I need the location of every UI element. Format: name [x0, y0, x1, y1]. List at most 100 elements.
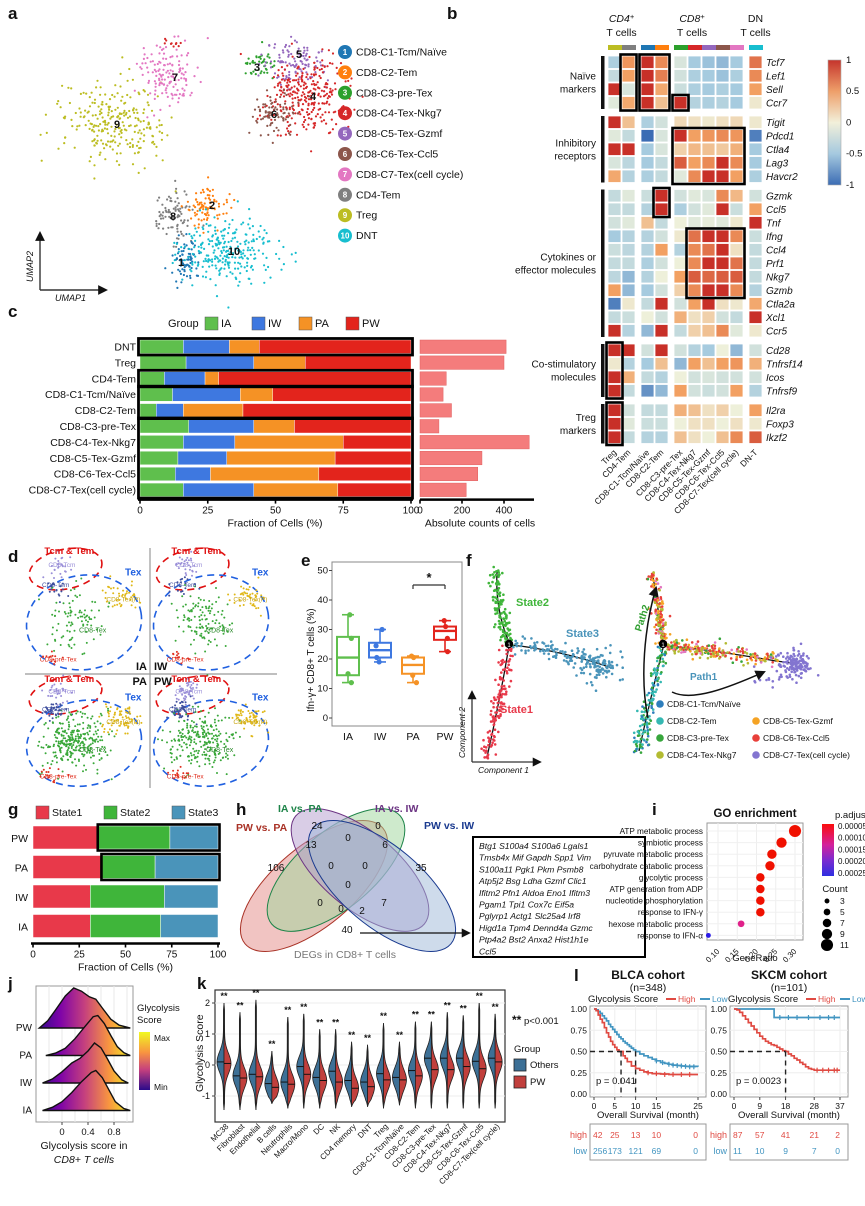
- column-color-strip: [622, 45, 636, 50]
- row-label: CD8-C2-Tem: [75, 405, 137, 417]
- fraction-bar-segment: [156, 403, 184, 418]
- column-group-title-line2: T cells: [677, 27, 707, 39]
- km-title: SKCM cohort: [751, 968, 827, 982]
- go-term-label: ATP metabolic process: [620, 827, 703, 836]
- gene-list-line: Btg1 S100a4 S100a6 Lgals1: [479, 841, 589, 851]
- tcm-tem-ellipse: [28, 675, 103, 715]
- fraction-bar-segment: [253, 355, 306, 370]
- risk-low-value: 173: [608, 1146, 622, 1156]
- column-color-strip: [688, 45, 702, 50]
- go-term-label: nucleotide phosphorylation: [606, 897, 704, 906]
- y-tick: 0: [323, 713, 328, 724]
- km-plot-blca: BLCA cohort(n=348)Glycolysis Score High Lo…: [570, 968, 728, 1161]
- count-axis-label: Absolute counts of cells: [425, 518, 535, 530]
- state-bar-segment: [32, 825, 98, 850]
- km-x-tick: 0: [592, 1101, 597, 1111]
- branch-node-label: 1: [507, 643, 511, 649]
- km-pvalue: p = 0.041: [596, 1076, 636, 1087]
- row-label: CD4-Tem: [92, 373, 137, 385]
- cluster-number-label: 9: [114, 119, 120, 131]
- cd8-tem-label: CD8-Tem: [169, 582, 196, 589]
- column-group-title: DN: [748, 13, 763, 25]
- padjust-tick: 0.00015: [838, 845, 865, 854]
- fraction-bar-segment: [139, 339, 184, 354]
- violin-half: [478, 1002, 487, 1109]
- significance-stars: **: [236, 1000, 244, 1010]
- tex-ellipse: [25, 574, 143, 671]
- gene-label: Gzmk: [766, 192, 793, 203]
- risk-high-label: high: [710, 1130, 727, 1140]
- legend-swatch-7: [338, 167, 352, 182]
- y-tick: 2: [205, 998, 210, 1008]
- violin-half: [280, 1016, 289, 1109]
- km-high-label: High: [818, 994, 836, 1004]
- count-legend-dot: [824, 898, 830, 904]
- tex-ellipse: [152, 574, 270, 671]
- tcm-tem-ellipse: [155, 675, 230, 715]
- x-tick: 100: [403, 506, 420, 517]
- km-x-tick: 10: [631, 1101, 641, 1111]
- padjust-title: p.adjust: [835, 810, 865, 821]
- km-plot-skcm: SKCM cohort(n=101)Glycolysis Score High Lo…: [710, 968, 865, 1161]
- gene-label: Tigit: [766, 118, 786, 129]
- gene-label: Il2ra: [766, 406, 786, 417]
- x-axis-label: GeneRatio: [732, 953, 777, 964]
- path2-arrow: [643, 585, 659, 719]
- legend-swatch-8: [338, 187, 352, 202]
- colorbar-tick: -1: [846, 180, 854, 191]
- cd8-texp-label: CD8-Tex(P): [106, 719, 140, 726]
- quadrant-tag-IA: IA: [136, 661, 147, 673]
- legend-max: Max: [154, 1033, 171, 1043]
- fraction-bar-segment: [343, 435, 412, 450]
- fraction-bar-segment: [259, 339, 412, 354]
- gene-list-line: Higd1a Tpm4 Dennd4a Gzmc: [479, 923, 593, 933]
- km-title: BLCA cohort: [611, 968, 685, 982]
- quadrant-PW: Tcm & Tem Tex CD8-Tcm CD8-Tem CD8-Tex(P) CD8-…: [152, 674, 270, 788]
- gene-label: Havcr2: [766, 172, 798, 183]
- significance-stars: **: [364, 1033, 372, 1043]
- gene-label: Xcl1: [765, 313, 785, 324]
- count-bar: [419, 451, 483, 466]
- state-bar-segment: [160, 914, 219, 938]
- heatmap-cells: [607, 55, 763, 444]
- legend-number: 2: [343, 68, 348, 77]
- row-group-label: receptors: [554, 151, 596, 162]
- venn-set-label: IA vs. PA: [278, 803, 323, 815]
- fraction-bar-segment: [183, 435, 236, 450]
- go-dot: [756, 907, 765, 917]
- row-label: DNT: [114, 342, 136, 354]
- row-label: PW: [11, 833, 28, 845]
- ridge-row-label: PA: [19, 1051, 32, 1062]
- fraction-bar-segment: [164, 371, 206, 386]
- y-tick: 10: [317, 684, 328, 695]
- x-category-label: IW: [374, 731, 387, 743]
- gene-list-line: Tmsb4x Mif Gapdh Spp1 Vim: [479, 853, 591, 863]
- fraction-bar-segment: [139, 419, 189, 434]
- fraction-bar-segment: [272, 387, 412, 402]
- km-pvalue: p = 0.0023: [736, 1076, 781, 1087]
- violin-half: [487, 1013, 496, 1109]
- gene-list-line: S100a11 Pgk1 Pkm Psmb8: [479, 864, 584, 874]
- legend-swatch-IW: [251, 316, 266, 331]
- risk-high-value: 2: [835, 1130, 840, 1140]
- group-legend-title: Group: [168, 318, 199, 330]
- umap1-axis-label: UMAP1: [55, 293, 86, 303]
- legend-item-label: CD8-C6-Tex-Ccl5: [356, 149, 438, 161]
- violin-half: [287, 1016, 296, 1109]
- legend-item-label: CD8-C2-Tem: [667, 716, 717, 726]
- legend-number: 6: [343, 150, 348, 159]
- gene-label: Ctla4: [766, 145, 790, 156]
- risk-high-value: 13: [631, 1130, 641, 1140]
- count-legend-label: 5: [840, 907, 845, 917]
- legend-swatch-10: [338, 228, 352, 243]
- count-legend-label: 7: [840, 918, 845, 928]
- fraction-bar-segment: [204, 371, 219, 386]
- violin-half: [312, 1029, 321, 1109]
- legend-item-label: CD8-C5-Tex-Gzmf: [763, 716, 834, 726]
- quadrant-points: [168, 550, 265, 677]
- fraction-bar-segment: [139, 482, 184, 497]
- panel-letter-j: j: [8, 974, 13, 993]
- panel-letter-h: h: [236, 800, 247, 819]
- gene-list-line: Pgam1 Tpi1 Cox7c Eif5a: [479, 900, 574, 910]
